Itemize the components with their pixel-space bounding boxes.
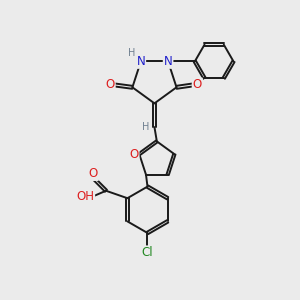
Text: O: O	[88, 167, 98, 180]
Text: H: H	[142, 122, 150, 132]
Text: O: O	[129, 148, 139, 160]
Text: O: O	[106, 78, 115, 92]
Text: H: H	[128, 48, 136, 58]
Text: OH: OH	[76, 190, 94, 202]
Text: N: N	[164, 55, 172, 68]
Text: Cl: Cl	[142, 246, 153, 260]
Text: N: N	[136, 55, 145, 68]
Text: O: O	[193, 78, 202, 92]
